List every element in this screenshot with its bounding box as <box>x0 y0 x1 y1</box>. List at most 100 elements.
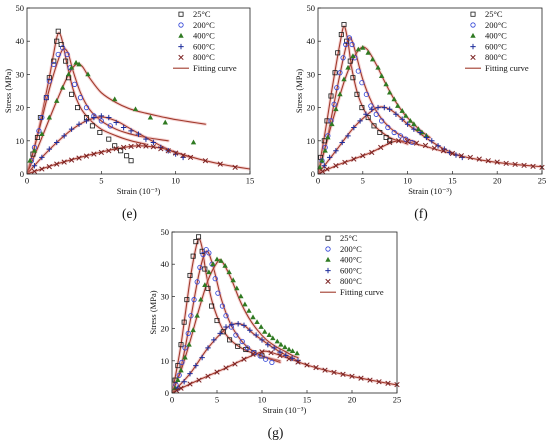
x-axis-label: Strain (10⁻³) <box>117 186 161 196</box>
data-point-400c <box>210 261 216 267</box>
data-point-800c <box>54 161 60 167</box>
data-point-800c <box>367 377 373 383</box>
data-point-800c <box>512 161 518 168</box>
data-point-200c <box>368 103 374 109</box>
fitting-curves <box>318 24 542 174</box>
data-point-25c <box>187 272 193 278</box>
series-800c <box>319 138 545 174</box>
data-point-400c <box>132 106 139 112</box>
data-point-600c <box>404 121 411 127</box>
data-point-400c <box>68 64 75 70</box>
data-point-800c <box>449 150 456 157</box>
data-point-800c <box>494 159 500 165</box>
data-point-400c <box>262 328 268 334</box>
data-point-800c <box>387 139 393 146</box>
x-tick-label: 10 <box>403 176 412 186</box>
data-point-800c <box>83 153 90 159</box>
data-point-800c <box>241 356 247 362</box>
legend-label: 800°C <box>193 52 215 62</box>
data-point-600c <box>277 349 283 355</box>
data-point-200c <box>39 114 45 121</box>
data-point-400c <box>226 269 232 275</box>
data-point-400c <box>27 157 33 163</box>
data-point-400c <box>345 64 351 70</box>
data-point-400c <box>350 53 356 59</box>
data-point-200c <box>43 95 49 101</box>
data-point-800c <box>476 156 482 162</box>
data-point-25c <box>193 239 199 245</box>
x-tick-label: 20 <box>493 176 502 186</box>
data-point-200c <box>397 133 404 139</box>
data-point-800c <box>128 143 134 150</box>
data-point-800c <box>358 375 364 381</box>
data-point-800c <box>180 152 186 159</box>
data-point-600c <box>199 354 205 361</box>
data-point-400c <box>337 91 343 97</box>
data-point-25c <box>128 158 134 164</box>
legend-marker-600c <box>470 43 476 50</box>
y-tick-label: 20 <box>16 103 25 113</box>
data-point-200c <box>191 297 197 303</box>
data-point-200c <box>197 264 203 271</box>
data-point-600c <box>217 330 223 337</box>
data-point-25c <box>106 136 112 142</box>
y-tick-label: 20 <box>307 103 316 113</box>
legend-marker-25c <box>178 11 184 17</box>
data-point-400c <box>54 98 60 103</box>
y-tick-label: 10 <box>161 356 170 366</box>
data-point-200c <box>203 247 209 253</box>
data-point-600c <box>321 163 327 169</box>
data-point-25c <box>175 363 181 369</box>
y-axis-label: Stress (MPa) <box>3 69 13 113</box>
series-800c <box>31 143 238 174</box>
data-point-400c <box>234 285 240 291</box>
data-point-25c <box>347 58 353 64</box>
data-point-25c <box>124 153 130 159</box>
data-point-25c <box>328 93 334 99</box>
data-point-200c <box>359 80 365 86</box>
stress-strain-chart: 0 5 10 15 20 25 0 10 20 30 40 50 25°C200°C400°C600°C… <box>294 3 546 221</box>
plot-frame <box>171 231 398 394</box>
data-point-400c <box>360 44 366 50</box>
data-point-400c <box>411 121 417 127</box>
data-point-200c <box>83 105 90 111</box>
data-point-600c <box>393 111 399 117</box>
data-point-25c <box>344 38 350 44</box>
data-point-400c <box>214 256 220 262</box>
data-point-800c <box>173 150 179 156</box>
data-point-200c <box>176 372 182 378</box>
legend-marker-25c <box>325 235 331 241</box>
x-axis-label: Strain (10⁻³) <box>263 405 307 415</box>
data-point-800c <box>165 148 171 154</box>
y-tick-label: 40 <box>161 259 170 269</box>
data-point-400c <box>378 73 385 78</box>
data-point-400c <box>325 134 331 140</box>
data-point-25c <box>359 105 365 111</box>
data-point-600c <box>326 154 333 161</box>
data-point-800c <box>467 154 473 161</box>
data-point-800c <box>342 159 348 166</box>
data-point-400c <box>391 96 397 102</box>
data-point-25c <box>335 50 341 56</box>
data-point-25c <box>341 22 347 28</box>
data-point-600c <box>181 379 187 385</box>
data-point-400c <box>399 108 405 113</box>
fitting-curve-glow-200c <box>172 249 282 393</box>
data-point-800c <box>150 144 157 150</box>
data-point-400c <box>190 139 197 145</box>
data-point-600c <box>351 124 357 131</box>
legend-label: 200°C <box>193 20 215 30</box>
data-point-25c <box>69 91 75 97</box>
data-point-400c <box>250 314 256 320</box>
x-tick-label: 0 <box>316 176 320 186</box>
data-point-600c <box>54 139 60 146</box>
data-point-400c <box>258 324 264 329</box>
legend-label: 25°C <box>485 9 503 19</box>
x-tick-label: 0 <box>170 395 174 405</box>
data-point-600c <box>61 133 67 139</box>
y-tick-label: 20 <box>161 324 170 334</box>
fitting-curve-400c <box>172 259 299 393</box>
legend-marker-200c <box>325 246 331 252</box>
